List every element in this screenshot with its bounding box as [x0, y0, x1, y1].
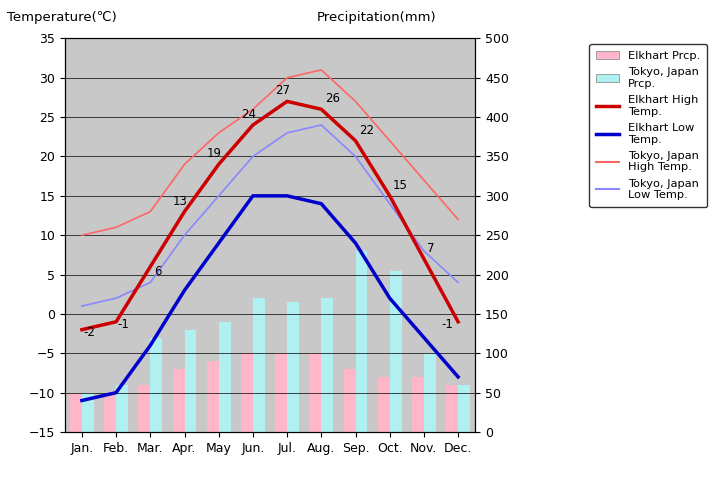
Bar	[138, 385, 150, 432]
Text: Temperature(℃): Temperature(℃)	[7, 11, 117, 24]
Bar	[321, 298, 333, 432]
Bar	[173, 369, 184, 432]
Text: -1: -1	[118, 318, 130, 331]
Bar	[70, 393, 82, 432]
Bar	[287, 302, 299, 432]
Bar	[104, 393, 116, 432]
Legend: Elkhart Prcp., Tokyo, Japan
Prcp., Elkhart High
Temp., Elkhart Low
Temp., Tokyo,: Elkhart Prcp., Tokyo, Japan Prcp., Elkha…	[589, 44, 707, 207]
Bar	[378, 377, 390, 432]
Bar	[446, 385, 458, 432]
Text: Precipitation(mm): Precipitation(mm)	[317, 11, 436, 24]
Text: 7: 7	[428, 242, 435, 255]
Bar	[219, 322, 230, 432]
Text: 15: 15	[393, 179, 408, 192]
Bar	[184, 330, 197, 432]
Bar	[390, 271, 402, 432]
Bar	[253, 298, 265, 432]
Text: -1: -1	[441, 318, 453, 331]
Text: 26: 26	[325, 92, 340, 105]
Bar	[150, 337, 162, 432]
Bar	[343, 369, 356, 432]
Bar	[458, 385, 470, 432]
Bar	[207, 361, 219, 432]
Text: 6: 6	[154, 265, 161, 278]
Text: 27: 27	[275, 84, 290, 97]
Text: 13: 13	[173, 195, 187, 208]
Text: 22: 22	[359, 124, 374, 137]
Bar	[356, 251, 367, 432]
Text: 19: 19	[207, 147, 222, 160]
Bar	[116, 385, 128, 432]
Bar	[82, 393, 94, 432]
Bar	[424, 353, 436, 432]
Text: 24: 24	[241, 108, 256, 121]
Text: -2: -2	[84, 326, 96, 339]
Bar	[275, 353, 287, 432]
Bar	[310, 353, 321, 432]
Bar	[241, 353, 253, 432]
Bar	[412, 377, 424, 432]
